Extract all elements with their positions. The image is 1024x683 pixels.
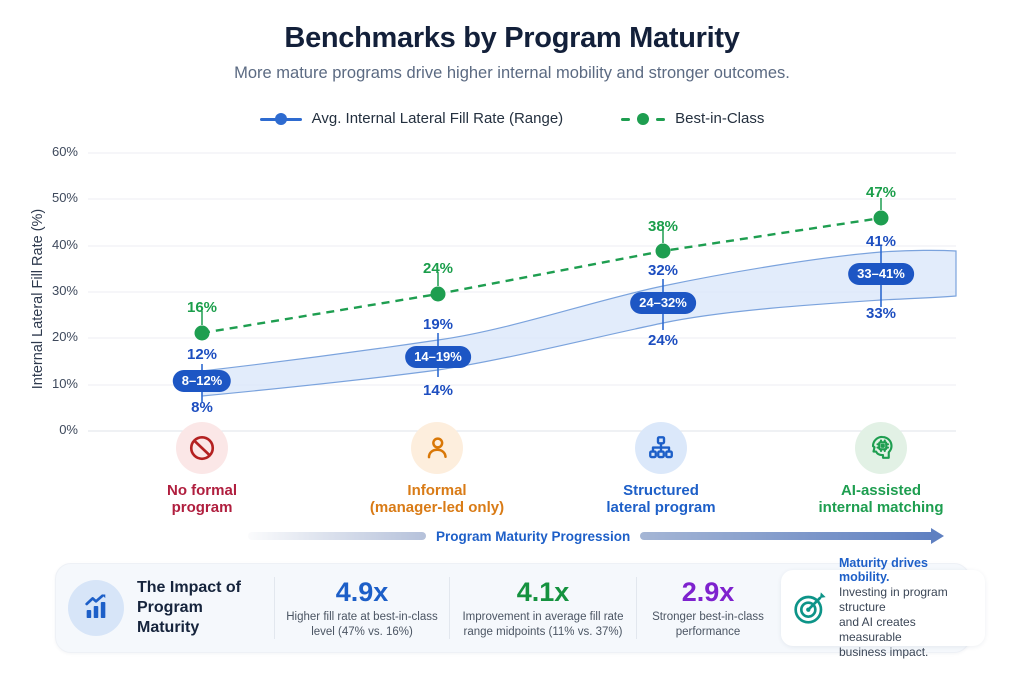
y-tick-0: 0% [59, 422, 78, 437]
chart-legend: Avg. Internal Lateral Fill Rate (Range) … [0, 110, 1024, 127]
target-dart-icon [794, 592, 826, 624]
category-label-line2: lateral program [606, 499, 716, 516]
takeaway-card[interactable]: Maturity drives mobility. Investing in p… [781, 556, 985, 659]
prohibition-icon [176, 422, 228, 474]
impact-summary-bar: The Impact of Program Maturity 4.9x High… [55, 556, 985, 659]
divider [449, 577, 450, 639]
page-subtitle: More mature programs drive higher intern… [234, 64, 790, 82]
takeaway-title: Maturity drives mobility. [838, 556, 928, 584]
plot-area [88, 152, 957, 432]
y-tick-40: 40% [51, 237, 78, 252]
org-chart-icon [635, 422, 687, 474]
progression-bar-left [248, 532, 426, 540]
stat-desc-line1: Higher fill rate at best-in-class [286, 610, 438, 623]
best-in-class-line [201, 216, 882, 335]
range-badge-3[interactable]: 24–32% [630, 292, 696, 314]
divider [274, 577, 275, 639]
stat-value: 4.1x [516, 576, 570, 607]
stat-desc-line1: Improvement in average fill rate [462, 610, 624, 623]
category-no-formal-program[interactable]: No formal program [112, 422, 292, 516]
impact-heading: The Impact of Program Maturity [68, 578, 266, 638]
category-label-line1: AI-assisted [840, 482, 922, 499]
takeaway-body-line3: business impact. [838, 645, 929, 659]
best-value-3: 38% [647, 218, 679, 235]
category-ai-assisted[interactable]: AI-assisted internal matching [791, 422, 971, 516]
y-tick-50: 50% [51, 190, 78, 205]
maturity-progression-axis: Program Maturity Progression [248, 528, 944, 544]
y-tick-30: 30% [51, 283, 78, 298]
range-high-3: 32% [647, 262, 679, 279]
dashed-line-dot-icon [621, 112, 666, 126]
range-high-1: 12% [186, 346, 218, 363]
range-low-3: 24% [647, 332, 679, 349]
stat-value: 2.9x [681, 576, 735, 607]
range-low-1: 8% [191, 399, 213, 416]
y-tick-10: 10% [51, 376, 78, 391]
best-in-class-markers [194, 210, 889, 341]
range-high-2: 19% [422, 316, 454, 333]
stat-best-in-class: 2.9x Stronger best-in-class performance [645, 577, 771, 640]
takeaway-body-line1: Investing in program structure [838, 585, 948, 614]
range-badge-2[interactable]: 14–19% [405, 346, 471, 368]
stat-desc-line2: level (47% vs. 16%) [311, 625, 413, 638]
category-label-line1: No formal [166, 482, 237, 499]
stat-desc-line2: performance [675, 625, 741, 638]
divider [636, 577, 637, 639]
avg-fill-rate-band [201, 249, 957, 397]
category-structured-program[interactable]: Structured lateral program [571, 422, 751, 516]
solid-line-dot-icon [259, 112, 302, 126]
legend-label: Best-in-Class [675, 110, 765, 127]
category-label-line1: Structured [623, 482, 699, 499]
y-tick-20: 20% [51, 329, 78, 344]
stat-range-improvement: 4.1x Improvement in average fill rate ra… [458, 577, 628, 640]
page-title: Benchmarks by Program Maturity [284, 22, 740, 54]
category-label-line2: (manager-led only) [369, 499, 505, 516]
category-label-line2: internal matching [818, 499, 944, 516]
legend-item-avg-fill-rate[interactable]: Avg. Internal Lateral Fill Rate (Range) [259, 110, 564, 127]
stat-desc-line2: range midpoints (11% vs. 37%) [463, 625, 623, 638]
best-value-4: 47% [865, 184, 897, 201]
range-low-4: 33% [865, 305, 897, 322]
best-value-1: 16% [186, 299, 218, 316]
category-label-line2: program [171, 499, 233, 516]
impact-title-line1: The Impact of [137, 579, 242, 596]
category-informal[interactable]: Informal (manager-led only) [347, 422, 527, 516]
bar-chart-growth-icon [68, 580, 124, 636]
legend-item-best-in-class[interactable]: Best-in-Class [621, 110, 764, 127]
progression-bar-right [640, 532, 931, 540]
range-badge-1[interactable]: 8–12% [172, 370, 232, 392]
stat-value: 4.9x [335, 576, 389, 607]
range-high-4: 41% [865, 233, 897, 250]
legend-label: Avg. Internal Lateral Fill Rate (Range) [311, 110, 564, 127]
person-icon [411, 422, 463, 474]
head-chip-icon [855, 422, 907, 474]
range-low-2: 14% [422, 382, 454, 399]
arrow-head-icon [931, 528, 944, 544]
takeaway-body-line2: and AI creates measurable [838, 615, 916, 644]
progression-label: Program Maturity Progression [436, 528, 631, 544]
impact-title-line2: Program Maturity [137, 599, 203, 636]
best-value-2: 24% [422, 260, 454, 277]
range-badge-4[interactable]: 33–41% [848, 263, 914, 285]
stat-fill-rate-multiplier: 4.9x Higher fill rate at best-in-class l… [283, 577, 441, 640]
category-label-line1: Informal [407, 482, 467, 499]
y-tick-60: 60% [51, 144, 78, 159]
stat-desc-line1: Stronger best-in-class [652, 610, 764, 623]
